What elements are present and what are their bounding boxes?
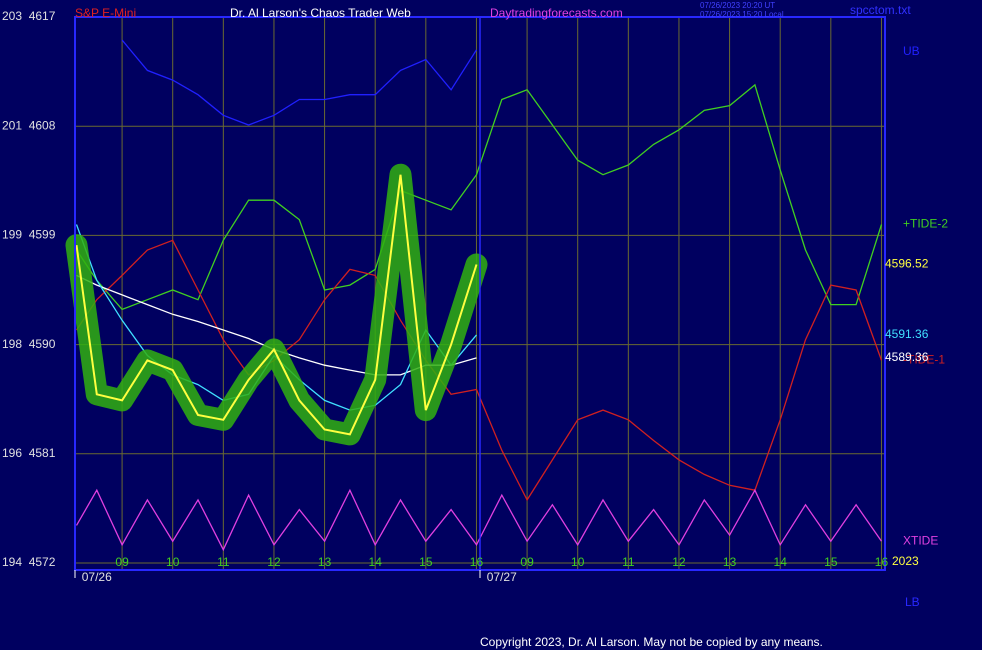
lower-band-label: LB xyxy=(905,595,920,609)
x-tick-label: 15 xyxy=(419,555,433,569)
x-tick-label: 15 xyxy=(824,555,838,569)
end-value-label: 4591.36 xyxy=(885,327,929,341)
site: Daytradingforecasts.com xyxy=(490,6,623,20)
x-tick-label: 12 xyxy=(672,555,686,569)
copyright: Copyright 2023, Dr. Al Larson. May not b… xyxy=(480,635,823,649)
x-tick-label: 11 xyxy=(217,555,230,569)
end-value-label: 4596.52 xyxy=(885,257,929,271)
x-tick-label: 09 xyxy=(520,555,534,569)
plot xyxy=(65,39,883,552)
x-tick-label: 14 xyxy=(774,555,788,569)
series-line xyxy=(75,174,478,436)
y-tick-label: 198 4590 xyxy=(2,337,56,351)
time-utc: 07/26/2023 20:20 UT xyxy=(700,1,775,10)
x-tick-label: 13 xyxy=(723,555,737,569)
symbol: S&P E-Mini xyxy=(75,6,136,20)
series-label: +TIDE-2 xyxy=(903,217,948,231)
x-tick-label: 16 xyxy=(875,555,889,569)
x-tick-label: 11 xyxy=(622,555,635,569)
x-tick-label: 10 xyxy=(571,555,585,569)
year: 2023 xyxy=(892,554,919,568)
date-label: 07/26 xyxy=(82,570,112,584)
series-line xyxy=(75,239,883,502)
date-label: 07/27 xyxy=(487,570,517,584)
y-tick-label: 201 4608 xyxy=(2,118,56,132)
x-tick-label: 16 xyxy=(470,555,484,569)
x-tick-label: 13 xyxy=(318,555,332,569)
series-label: -TIDE-1 xyxy=(903,353,945,367)
series-line xyxy=(75,488,883,552)
series-line xyxy=(121,39,478,126)
file-name: spcctom.txt xyxy=(850,3,911,17)
series-line xyxy=(75,83,883,311)
time-local: 07/26/2023 15:20 Local xyxy=(700,10,784,19)
x-tick-label: 14 xyxy=(369,555,383,569)
y-tick-label: 194 4572 xyxy=(2,555,56,569)
y-tick-label: 199 4599 xyxy=(2,228,56,242)
series-label: XTIDE xyxy=(903,533,938,547)
x-tick-label: 10 xyxy=(166,555,180,569)
x-tick-label: 09 xyxy=(115,555,129,569)
chart-title: Dr. Al Larson's Chaos Trader Web xyxy=(230,6,411,20)
y-tick-label: 196 4581 xyxy=(2,446,56,460)
x-tick-label: 12 xyxy=(267,555,281,569)
y-tick-label: 203 4617 xyxy=(2,9,56,23)
series-label: UB xyxy=(903,44,920,58)
end-value-label: 4589.36 xyxy=(885,350,929,364)
